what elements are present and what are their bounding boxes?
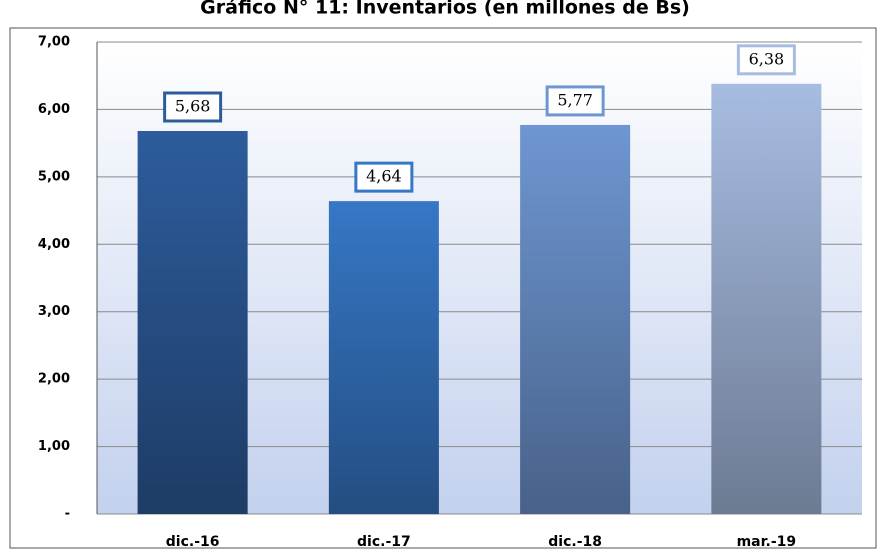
x-tick-label: dic.-18 <box>548 534 602 549</box>
x-tick-label: dic.-17 <box>357 534 411 549</box>
value-label: 5,77 <box>557 90 593 109</box>
bar-shade <box>137 131 248 514</box>
value-label-box <box>354 161 414 193</box>
value-label: 5,68 <box>175 97 211 116</box>
chart-title: Gráfico N° 11: Inventarios (en millones … <box>200 0 690 19</box>
x-tick-label: dic.-16 <box>166 534 220 549</box>
y-tick-label: 7,00 <box>38 35 70 50</box>
y-tick-label: - <box>65 507 70 522</box>
value-label-box <box>163 91 223 123</box>
y-tick-label: 5,00 <box>38 169 70 184</box>
y-tick-label: 1,00 <box>38 439 70 454</box>
x-tick-label: mar.-19 <box>737 534 797 549</box>
bar-shade <box>711 83 822 514</box>
value-label-box <box>545 85 605 117</box>
y-tick-label: 4,00 <box>38 237 70 252</box>
value-label-box <box>736 44 796 76</box>
bar-shade <box>520 124 631 515</box>
value-label: 4,64 <box>366 167 402 186</box>
y-tick-label: 3,00 <box>38 304 70 319</box>
bar-shade <box>328 201 439 515</box>
y-tick-label: 2,00 <box>38 372 70 387</box>
y-tick-label: 6,00 <box>38 102 70 117</box>
value-label: 6,38 <box>749 49 785 68</box>
